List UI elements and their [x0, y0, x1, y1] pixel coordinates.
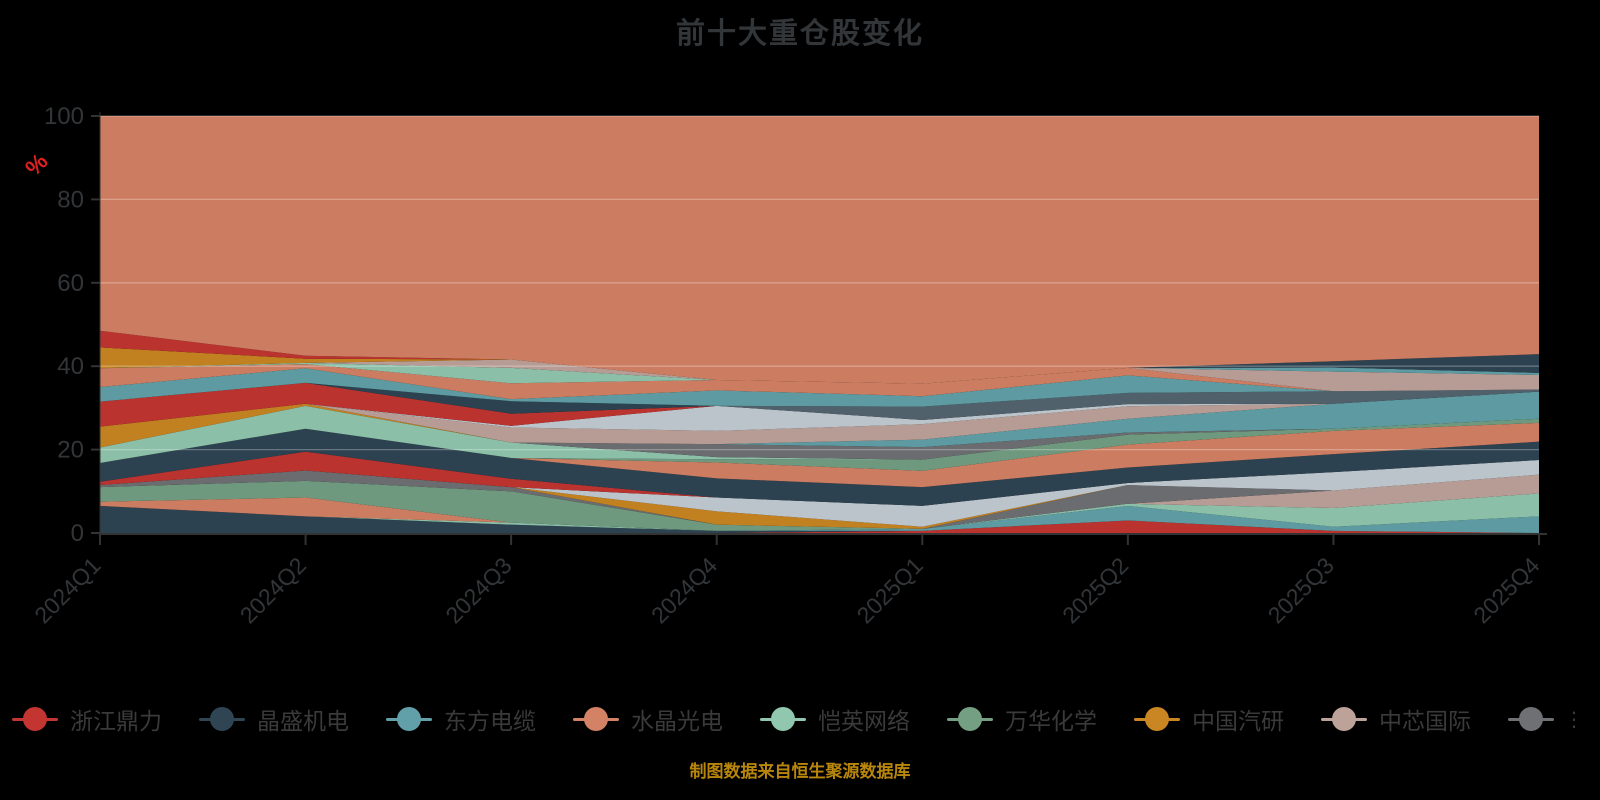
area-band-01 — [100, 520, 1539, 533]
legend-item-恺英网络[interactable]: 恺英网络 — [760, 702, 910, 736]
legend-item-label: ⋮ — [1564, 708, 1585, 731]
x-axis-label-2025Q2: 2025Q2 — [1057, 552, 1133, 628]
y-axis-labels: 0 20 40 60 80 100 — [44, 103, 84, 547]
area-band-24 — [100, 368, 1539, 407]
legend-marker-dot — [210, 707, 234, 731]
chart-title: 前十大重仓股变化 — [675, 18, 924, 50]
legend-item-label: 水晶光电 — [631, 708, 723, 734]
area-band-08 — [100, 470, 1539, 529]
area-band-03 — [100, 505, 1539, 533]
legend-item-label: 中芯国际 — [1379, 708, 1471, 734]
y-axis-label-40: 40 — [57, 353, 84, 380]
legend-marker-dot — [1519, 707, 1543, 731]
area-band-25 — [100, 364, 1539, 400]
legend-item-浙江鼎力[interactable]: 浙江鼎力 — [12, 702, 162, 736]
legend-marker-icon — [760, 707, 806, 731]
legend-item-label: 中国汽研 — [1192, 708, 1284, 734]
area-band-10 — [100, 460, 1539, 527]
x-axis-label-2025Q1: 2025Q1 — [852, 552, 928, 628]
area-band-17 — [100, 403, 1539, 460]
gridlines — [100, 115, 1539, 451]
legend-marker-icon — [1134, 707, 1180, 731]
legend-marker-icon — [1508, 707, 1554, 731]
area-band-04 — [100, 493, 1539, 531]
legend-marker-dot — [23, 707, 47, 731]
x-axis-label-2025Q4: 2025Q4 — [1468, 552, 1544, 628]
y-axis-label-20: 20 — [57, 437, 84, 464]
area-band-20 — [100, 391, 1539, 431]
x-axis-label-2024Q1: 2024Q1 — [29, 552, 105, 628]
legend-item-label: 东方电缆 — [444, 708, 536, 734]
legend-marker-icon — [1321, 707, 1367, 731]
area-band-02 — [100, 505, 1539, 533]
y-axis-label-100: 100 — [44, 103, 84, 130]
area-band-21 — [100, 382, 1539, 427]
area-band-07 — [100, 474, 1539, 529]
footer-note: 制图数据来自恒生聚源数据库 — [689, 762, 911, 781]
y-axis-label-80: 80 — [57, 186, 84, 213]
x-axis-label-2024Q4: 2024Q4 — [646, 552, 722, 628]
x-axis-labels: 2024Q1 2024Q2 2024Q3 2024Q4 2025Q1 2025Q2 2025… — [29, 552, 1544, 628]
legend-marker-dot — [1332, 707, 1356, 731]
area-band-23 — [100, 382, 1539, 420]
legend-item-label: 晶盛机电 — [257, 708, 349, 734]
area-band-18 — [100, 391, 1539, 448]
area-band-06 — [100, 480, 1539, 531]
legend-item-label: 浙江鼎力 — [70, 708, 162, 734]
area-band-05 — [100, 493, 1539, 531]
area-band-19 — [100, 391, 1539, 445]
legend-marker-icon — [12, 707, 58, 731]
x-axis-label-2025Q3: 2025Q3 — [1263, 552, 1339, 628]
legend-marker-dot — [397, 707, 421, 731]
area-band-14 — [100, 418, 1539, 471]
legend-item-晶盛机电[interactable]: 晶盛机电 — [199, 702, 349, 736]
legend-item-中国汽研[interactable]: 中国汽研 — [1134, 702, 1284, 736]
legend-item-中芯国际[interactable]: 中芯国际 — [1321, 702, 1471, 736]
x-axis-label-2024Q2: 2024Q2 — [235, 552, 311, 628]
legend-item-水晶光电[interactable]: 水晶光电 — [573, 702, 723, 736]
legend-item-万华化学[interactable]: 万华化学 — [947, 702, 1097, 736]
area-band-13 — [100, 422, 1539, 488]
area-band-26 — [100, 362, 1539, 392]
legend-marker-icon — [199, 707, 245, 731]
y-axis-label-60: 60 — [57, 270, 84, 297]
area-band-27 — [100, 359, 1539, 392]
legend-item-东方电缆[interactable]: 东方电缆 — [386, 702, 536, 736]
axes — [91, 112, 1547, 545]
area-band-32-top — [100, 116, 1539, 384]
series-areas — [100, 116, 1539, 533]
legend-marker-dot — [771, 707, 795, 731]
y-axis-name: % — [20, 148, 53, 181]
y-axis-label-0: 0 — [71, 520, 84, 547]
legend-marker-dot — [958, 707, 982, 731]
legend-marker-icon — [947, 707, 993, 731]
legend-marker-icon — [573, 707, 619, 731]
area-band-12 — [100, 428, 1539, 506]
legend-marker-icon — [386, 707, 432, 731]
legend-item-label: 恺英网络 — [818, 708, 910, 734]
legend-marker-dot — [584, 707, 608, 731]
area-band-15 — [100, 405, 1539, 463]
legend-item-label: 万华化学 — [1005, 708, 1097, 734]
legend-item-more[interactable]: ⋮ — [1508, 707, 1585, 732]
legend-marker-dot — [1145, 707, 1169, 731]
x-axis-label-2024Q3: 2024Q3 — [440, 552, 516, 628]
